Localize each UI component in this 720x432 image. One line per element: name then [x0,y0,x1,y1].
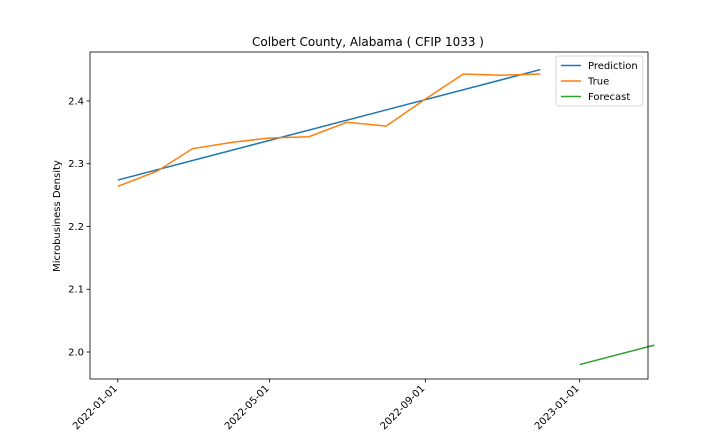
legend-label-true: True [587,77,609,88]
legend-box [555,55,644,107]
y-tick-label: 2.0 [68,348,84,359]
series-line-prediction [117,68,541,181]
chart-title: Colbert County, Alabama ( CFIP 1033 ) [252,35,484,49]
series-line-true [117,73,541,188]
x-tick-label: 2022-09-01 [379,383,428,432]
x-tick-label: 2022-01-01 [71,383,120,432]
x-tick-label: 2022-05-01 [223,383,272,432]
y-tick-label: 2.3 [68,159,84,170]
y-tick-label: 2.4 [68,96,84,107]
legend: Prediction True Forecast [555,55,644,107]
x-tick-label: 2023-01-01 [533,383,582,432]
plot-lines [117,68,655,366]
y-tick-label: 2.2 [68,222,84,233]
legend-label-forecast: Forecast [588,92,630,103]
y-tick-label: 2.1 [68,285,84,296]
legend-label-prediction: Prediction [588,61,638,72]
plot-frame [89,51,649,380]
y-axis-label: Microbusiness Density [52,160,63,272]
series-line-forecast [579,344,655,366]
axis-ticks: 2.0 2.1 2.2 2.3 2.4 2022-01-01 2022-05-01 2022-… [68,96,582,432]
